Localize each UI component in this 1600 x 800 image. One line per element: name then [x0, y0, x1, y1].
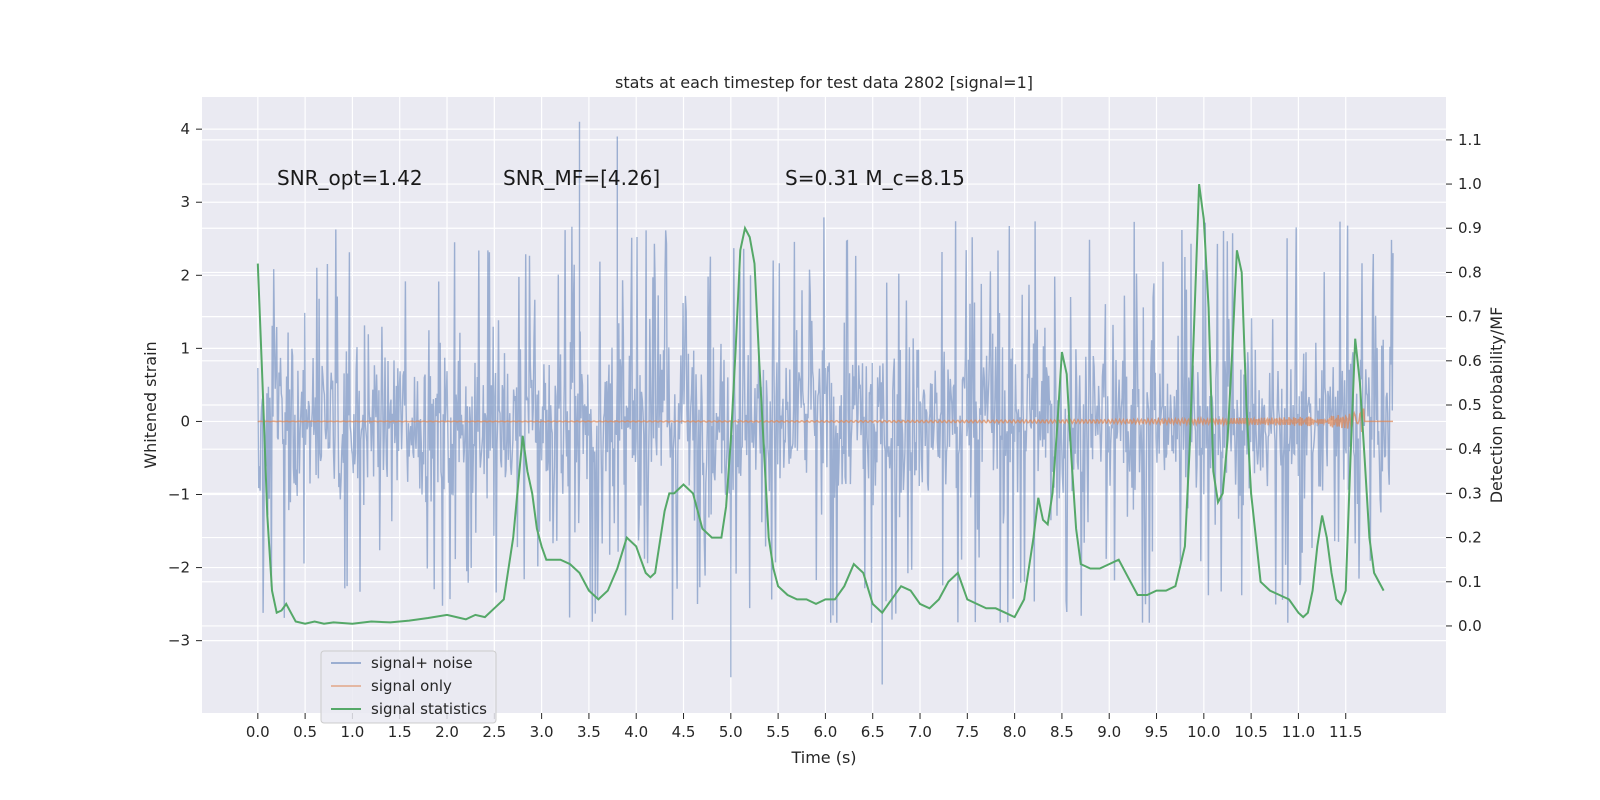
y-right-tick-label: 0.5 [1458, 396, 1482, 414]
y-left-tick-label: 4 [180, 120, 190, 138]
x-tick-label: 4.0 [624, 723, 648, 741]
y-axis-label-left: Whitened strain [141, 341, 160, 468]
series-signal-only [257, 408, 1393, 433]
y-right-tick-label: 0.2 [1458, 529, 1482, 547]
legend-box [320, 650, 497, 724]
legend: signal+ noise signal only signal statist… [320, 650, 497, 724]
series-signal-statistics [256, 183, 1385, 625]
x-tick-label: 11.0 [1282, 723, 1315, 741]
x-tick-label: 11.5 [1329, 723, 1362, 741]
chart-title: stats at each timestep for test data 280… [615, 73, 1033, 92]
y-right-tick-label: 0.7 [1458, 308, 1482, 326]
legend-label-signal-only: signal only [371, 677, 452, 695]
x-tick-label: 0.0 [246, 723, 270, 741]
y-axis-label-right: Detection probability/MF [1487, 307, 1506, 504]
y-left-tick-label: 1 [180, 339, 190, 357]
y-right-tick-label: 0.9 [1458, 219, 1482, 237]
legend-label-signal-noise: signal+ noise [371, 654, 473, 672]
x-tick-label: 7.0 [908, 723, 932, 741]
y-right-tick-label: 1.1 [1458, 131, 1482, 149]
x-tick-label: 7.5 [955, 723, 979, 741]
legend-label-signal-statistics: signal statistics [371, 700, 487, 718]
x-tick-label: 6.5 [861, 723, 885, 741]
x-tick-label: 9.0 [1097, 723, 1121, 741]
y-left-tick-label: 0 [180, 412, 190, 430]
signal-statistics-line [256, 183, 1385, 625]
signal-noise-line [257, 121, 1394, 685]
x-tick-label: 10.5 [1234, 723, 1267, 741]
y-right-tick-label: 0.3 [1458, 484, 1482, 502]
y-right-tick-label: 1.0 [1458, 175, 1482, 193]
x-tick-label: 1.5 [388, 723, 412, 741]
annotation-snr-opt: SNR_opt=1.42 [277, 166, 423, 190]
x-tick-label: 9.5 [1145, 723, 1169, 741]
y-right-tick-label: 0.0 [1458, 617, 1482, 635]
x-tick-label: 5.5 [766, 723, 790, 741]
series-signal-noise [257, 121, 1394, 685]
x-axis-label: Time (s) [790, 748, 856, 767]
y-right-tick-label: 0.4 [1458, 440, 1482, 458]
y-right-tick-label: 0.6 [1458, 352, 1482, 370]
x-tick-label: 6.0 [813, 723, 837, 741]
y-left-tick-label: 3 [180, 193, 190, 211]
y-left-tick-label: −3 [168, 632, 190, 650]
y-left-tick-label: −1 [168, 486, 190, 504]
annotation-snr-mf: SNR_MF=[4.26] [503, 166, 660, 190]
x-tick-label: 1.0 [340, 723, 364, 741]
y-left-tick-label: −2 [168, 559, 190, 577]
x-tick-label: 4.5 [672, 723, 696, 741]
x-tick-label: 2.5 [482, 723, 506, 741]
signal-only-line [257, 408, 1393, 433]
y-right-tick-label: 0.8 [1458, 263, 1482, 281]
x-tick-label: 8.0 [1003, 723, 1027, 741]
axes: 0.0 0.5 1.0 1.5 2.0 2.5 3.0 3.5 4.0 4.5 5.0 5.5 6.0 6… [168, 120, 1482, 741]
x-tick-label: 8.5 [1050, 723, 1074, 741]
x-tick-label: 10.0 [1187, 723, 1220, 741]
x-tick-label: 3.5 [577, 723, 601, 741]
x-tick-label: 5.0 [719, 723, 743, 741]
x-tick-label: 3.0 [530, 723, 554, 741]
y-left-tick-label: 2 [180, 266, 190, 284]
x-tick-label: 2.0 [435, 723, 459, 741]
y-right-tick-label: 0.1 [1458, 573, 1482, 591]
annotation-s-mc: S=0.31 M_c=8.15 [785, 166, 965, 190]
x-tick-label: 0.5 [293, 723, 317, 741]
